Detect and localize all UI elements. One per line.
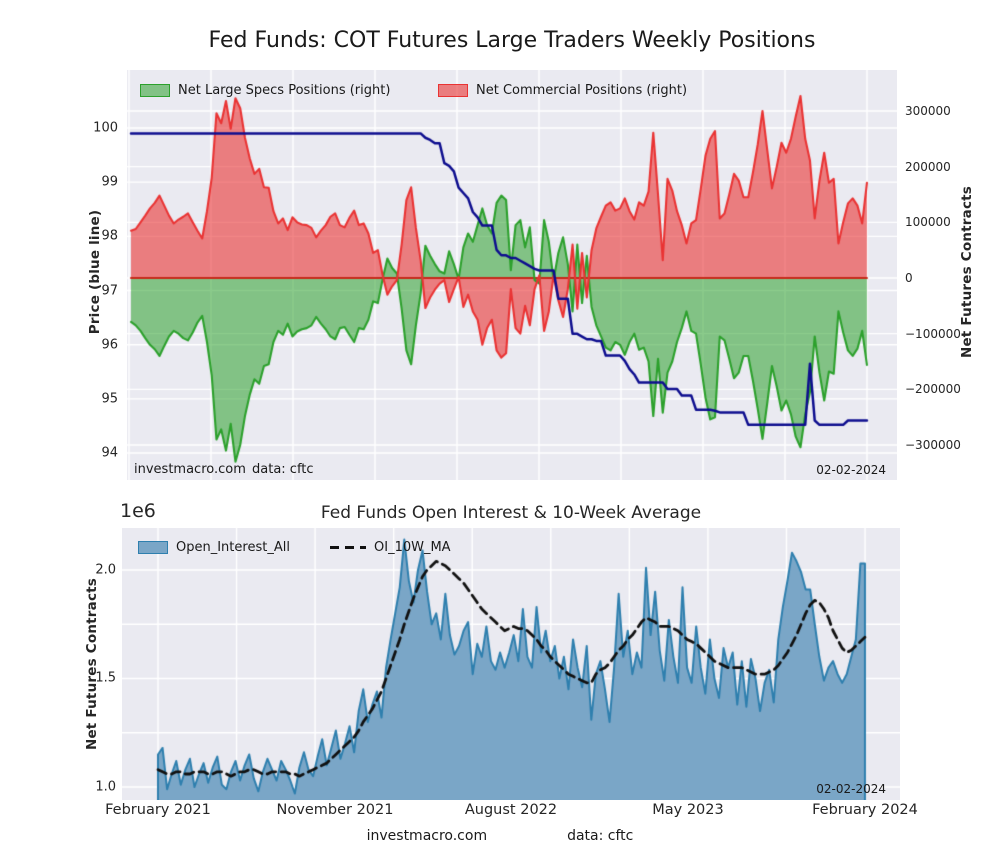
commercials-legend-label: Net Commercial Positions (right)	[476, 83, 688, 98]
top-ytick-right: −300000	[905, 438, 961, 452]
ma-legend-label: OI_10W_MA	[374, 540, 451, 555]
bottom-ytick: 1.5	[95, 670, 116, 686]
top-ytick-right: 200000	[905, 160, 951, 174]
bottom-ytick: 2.0	[95, 562, 116, 578]
bottom-chart-canvas	[122, 528, 900, 800]
xtick-may-2023: May 2023	[652, 802, 724, 818]
top-legend-specs: Net Large Specs Positions (right)	[140, 83, 390, 98]
xtick-nov-2021: November 2021	[276, 802, 394, 818]
top-legend-commercials: Net Commercial Positions (right)	[438, 83, 687, 98]
top-ytick-left: 100	[93, 120, 118, 136]
top-watermark: investmacro.com	[134, 462, 246, 477]
bottom-legend-oi: Open_Interest_All	[138, 540, 290, 555]
top-ytick-left: 96	[101, 337, 118, 353]
specs-legend-label: Net Large Specs Positions (right)	[178, 83, 391, 98]
top-ytick-right: 0	[905, 271, 913, 285]
top-ytick-right: 100000	[905, 215, 951, 229]
top-ytick-left: 95	[101, 391, 118, 407]
top-chart-canvas	[127, 70, 897, 480]
bottom-legend-ma: OI_10W_MA	[330, 540, 451, 555]
top-ytick-right: 300000	[905, 104, 951, 118]
oi-legend-swatch-icon	[138, 541, 168, 554]
footer-source: data: cftc	[567, 828, 634, 844]
bottom-date-annotation: 02-02-2024	[816, 782, 886, 796]
bottom-chart-title: Fed Funds Open Interest & 10-Week Averag…	[320, 503, 702, 523]
xtick-aug-2022: August 2022	[464, 802, 558, 818]
footer-site: investmacro.com	[366, 828, 488, 844]
top-ytick-left: 98	[101, 228, 118, 244]
specs-legend-swatch-icon	[140, 84, 170, 97]
footer: investmacro.com data: cftc	[0, 828, 1000, 844]
top-date-annotation: 02-02-2024	[816, 463, 886, 477]
bottom-ytick: 1.0	[95, 779, 116, 795]
commercials-legend-swatch-icon	[438, 84, 468, 97]
top-ytick-left: 99	[101, 174, 118, 190]
ma-dashed-line-icon	[330, 546, 366, 549]
xtick-feb-2021: February 2021	[105, 802, 211, 818]
oi-legend-label: Open_Interest_All	[176, 540, 290, 555]
top-ylabel-right: Net Futures Contracts	[959, 185, 975, 359]
axis-offset-label: 1e6	[120, 500, 156, 522]
top-ytick-left: 94	[101, 445, 118, 461]
page-title: Fed Funds: COT Futures Large Traders Wee…	[208, 28, 816, 53]
xtick-feb-2024: February 2024	[812, 802, 918, 818]
top-ytick-right: −100000	[905, 327, 961, 341]
top-source-note: data: cftc	[252, 462, 314, 477]
top-ytick-left: 97	[101, 283, 118, 299]
bottom-ylabel: Net Futures Contracts	[84, 577, 100, 751]
top-ytick-right: −200000	[905, 382, 961, 396]
